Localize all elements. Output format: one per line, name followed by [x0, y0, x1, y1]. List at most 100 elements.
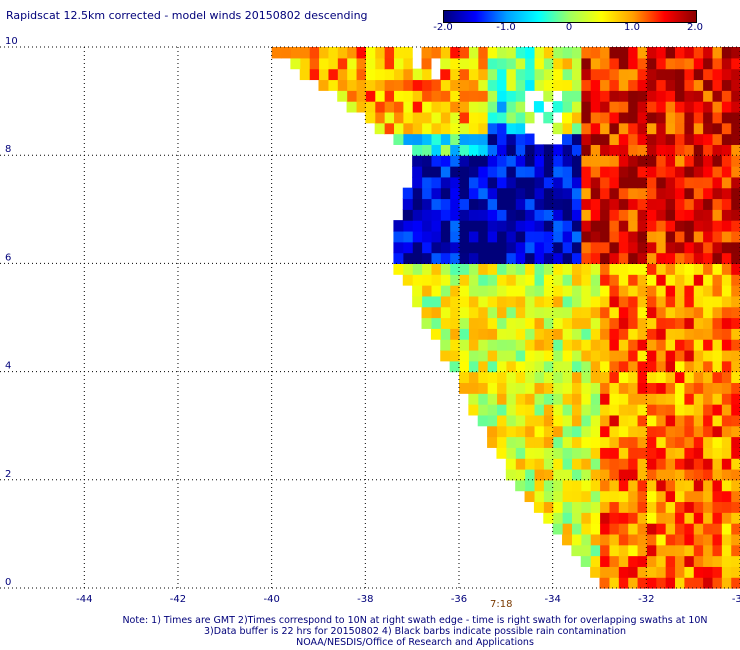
heatmap-cell [683, 274, 694, 286]
heatmap-cell [524, 166, 535, 178]
heatmap-cell [730, 447, 740, 459]
heatmap-cell [655, 317, 666, 329]
heatmap-cell [552, 101, 563, 113]
heatmap-cell [533, 263, 544, 275]
heatmap-cell [711, 490, 722, 503]
heatmap-cell [487, 339, 498, 351]
heatmap-cell [627, 198, 638, 210]
heatmap-cell [646, 198, 657, 210]
heatmap-cell [730, 512, 740, 524]
heatmap-cell [449, 209, 460, 221]
heatmap-cell [693, 79, 704, 91]
heatmap-cell [655, 458, 666, 470]
heatmap-cell [281, 47, 291, 59]
heatmap-cell [477, 306, 488, 319]
heatmap-cell [599, 144, 610, 156]
heatmap-cell [552, 306, 563, 319]
heatmap-cell [515, 230, 526, 243]
heatmap-cell [505, 198, 516, 210]
heatmap-cell [496, 404, 507, 416]
heatmap-cell [665, 458, 676, 470]
heatmap-cell [580, 393, 591, 405]
heatmap-cell [515, 187, 526, 200]
heatmap-cell [421, 155, 432, 167]
heatmap-cell [562, 274, 572, 286]
heatmap-cell [730, 533, 740, 546]
heatmap-cell [590, 263, 601, 275]
heatmap-cell [487, 285, 498, 297]
heatmap-cell [468, 122, 479, 135]
heatmap-cell [487, 241, 498, 254]
heatmap-cell [590, 512, 601, 524]
heatmap-cell [590, 187, 601, 200]
heatmap-cell [533, 230, 544, 243]
heatmap-cell [711, 382, 722, 394]
heatmap-cell [711, 566, 722, 578]
heatmap-cell [337, 79, 348, 91]
heatmap-cell [646, 523, 657, 535]
heatmap-cell [458, 349, 469, 362]
heatmap-cell [552, 47, 563, 59]
heatmap-cell [655, 555, 666, 567]
heatmap-cell [580, 436, 591, 448]
heatmap-cell [355, 68, 366, 81]
heatmap-cell [683, 371, 694, 384]
heatmap-cell [636, 274, 647, 286]
heatmap-cell [674, 414, 685, 427]
heatmap-cell [599, 382, 610, 394]
heatmap-cell [533, 209, 544, 221]
heatmap-cell [590, 57, 601, 70]
heatmap-cell [674, 533, 685, 546]
heatmap-cell [721, 479, 732, 492]
heatmap-cell [562, 133, 572, 145]
heatmap-cell [552, 501, 563, 513]
heatmap-cell [683, 252, 694, 264]
heatmap-cell [421, 274, 432, 286]
heatmap-cell [477, 317, 488, 329]
heatmap-cell [562, 155, 572, 167]
heatmap-cell [608, 274, 619, 286]
heatmap-cell [430, 133, 441, 145]
heatmap-cell [515, 339, 526, 351]
heatmap-cell [562, 230, 572, 243]
heatmap-cell [505, 101, 516, 113]
heatmap-cell [374, 90, 385, 102]
heatmap-cell [412, 90, 423, 102]
heatmap-cell [590, 155, 601, 167]
heatmap-cell [412, 230, 423, 243]
heatmap-cell [346, 57, 357, 70]
heatmap-cell [618, 274, 629, 286]
heatmap-cell [693, 155, 704, 167]
heatmap-cell [580, 274, 591, 286]
heatmap-cell [384, 101, 395, 113]
heatmap-cell [730, 220, 740, 232]
heatmap-cell [487, 220, 498, 232]
heatmap-cell [730, 371, 740, 384]
heatmap-cell [458, 360, 469, 373]
heatmap-cell [721, 176, 732, 189]
heatmap-cell [543, 220, 554, 232]
heatmap-cell [458, 111, 469, 124]
heatmap-cell [674, 252, 685, 264]
heatmap-cell [562, 241, 572, 254]
heatmap-cell [693, 263, 704, 275]
heatmap-cell [711, 187, 722, 200]
heatmap-cell [693, 90, 704, 102]
heatmap-cell [636, 306, 647, 319]
heatmap-cell [674, 47, 685, 59]
heatmap-cell [412, 241, 423, 254]
heatmap-cell [477, 339, 488, 351]
heatmap-cell [655, 144, 666, 156]
heatmap-cell [702, 241, 713, 254]
heatmap-cell [458, 339, 469, 351]
heatmap-cell [421, 263, 432, 275]
heatmap-cell [627, 382, 638, 394]
heatmap-cell [683, 555, 694, 567]
heatmap-cell [674, 501, 685, 513]
heatmap-cell [646, 79, 657, 91]
heatmap-cell [618, 458, 629, 470]
heatmap-cell [515, 252, 526, 264]
heatmap-cell [477, 382, 488, 394]
heatmap-cell [693, 285, 704, 297]
heatmap-cell [711, 555, 722, 567]
